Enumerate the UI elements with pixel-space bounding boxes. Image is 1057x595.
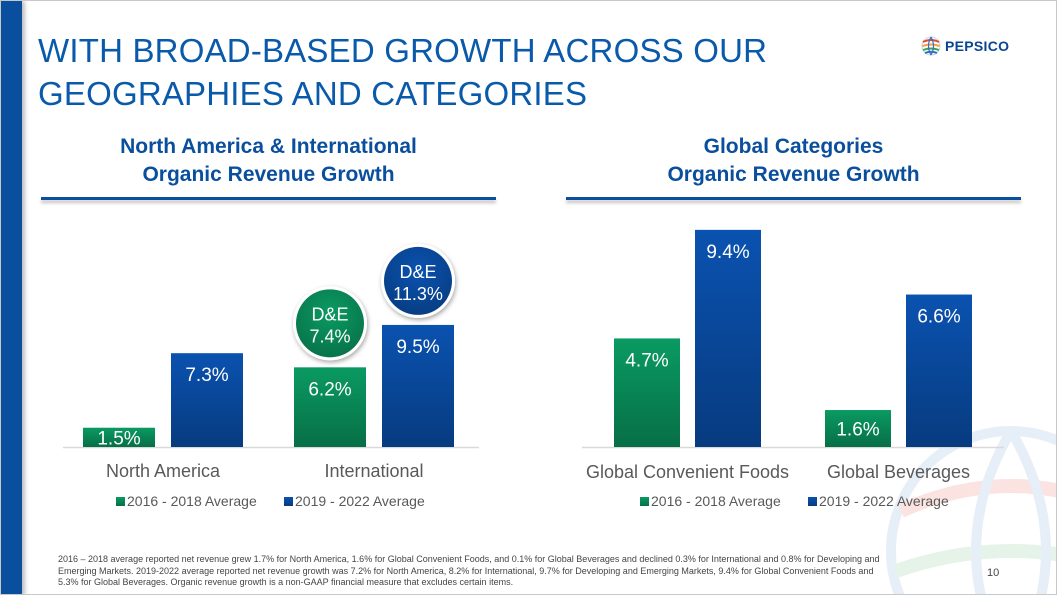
bar-international-series-2: [382, 324, 454, 447]
de-annotation-bubble: D&E11.3%: [381, 243, 455, 318]
chart-2-title-rule: [566, 197, 1021, 200]
bar-global-beverages-series-1: [825, 410, 891, 447]
category-label: Global Beverages: [827, 462, 970, 482]
footnote-line-2: Emerging Markets. 2019-2022 average repo…: [58, 565, 874, 576]
chart-2-title: Global Categories Organic Revenue Growth: [566, 133, 1021, 189]
bar-value-label: 4.7%: [625, 350, 668, 371]
logo-text: PEPSICO: [945, 38, 1010, 54]
legend-swatch: [808, 497, 817, 506]
annotation-value: 11.3%: [393, 284, 443, 304]
bar-value-label: 1.5%: [97, 428, 140, 449]
bar-global-beverages-series-2: [906, 294, 972, 447]
bar-global-convenient-foods-series-2: [695, 229, 761, 447]
bar-global-convenient-foods-series-1: [614, 338, 680, 447]
pepsico-logo: PEPSICO: [921, 33, 1009, 59]
bar-value-label: 6.2%: [308, 379, 351, 400]
slide-title: WITH BROAD-BASED GROWTH ACROSS OUR GEOGR…: [38, 29, 818, 115]
bar-value-label: 7.3%: [185, 365, 228, 386]
page-number: 10: [987, 567, 1000, 579]
bar-value-label: 1.6%: [836, 420, 879, 441]
annotation-circle: [384, 246, 452, 315]
chart-1-title-line-2: Organic Revenue Growth: [142, 163, 395, 186]
category-label: International: [324, 461, 423, 481]
globe-watermark-icon: [886, 426, 1056, 594]
category-label: North America: [106, 461, 221, 481]
legend-swatch: [116, 497, 125, 506]
side-accent-bar: [1, 1, 22, 594]
slide-title-line-2: GEOGRAPHIES AND CATEGORIES: [38, 75, 588, 112]
bar-value-label: 6.6%: [917, 307, 960, 328]
annotation-label: D&E: [399, 262, 436, 282]
chart-2-title-line-2: Organic Revenue Growth: [667, 163, 920, 186]
footnote-line-3: 5.3% for Global Beverages. Organic reven…: [58, 577, 514, 587]
legend-label: 2019 - 2022 Average: [819, 493, 949, 509]
footnote-line-1: 2016 – 2018 average reported net revenue…: [58, 554, 880, 564]
chart-1-title-line-1: North America & International: [120, 135, 417, 158]
chart-1-title: North America & International Organic Re…: [41, 133, 496, 189]
legend-swatch: [284, 497, 293, 506]
annotation-label: D&E: [311, 304, 348, 324]
category-label: Global Convenient Foods: [586, 462, 789, 482]
slide-title-line-1: WITH BROAD-BASED GROWTH ACROSS OUR: [38, 32, 768, 69]
legend-swatch: [640, 497, 649, 506]
legend-label: 2019 - 2022 Average: [295, 493, 425, 509]
legend-label: 2016 - 2018 Average: [651, 493, 781, 509]
annotation-circle: [296, 289, 364, 358]
legend-label: 2016 - 2018 Average: [127, 493, 257, 509]
de-annotation-bubble: D&E7.4%: [293, 286, 367, 361]
bar-value-label: 9.4%: [706, 242, 749, 263]
chart-2-title-line-1: Global Categories: [703, 135, 884, 158]
annotation-value: 7.4%: [309, 326, 350, 346]
bar-north-america-series-1: [83, 427, 155, 447]
chart-1-title-rule: [41, 197, 496, 200]
bar-north-america-series-2: [171, 353, 243, 447]
pepsico-globe-icon: [921, 36, 941, 56]
bar-value-label: 9.5%: [396, 337, 439, 358]
bar-international-series-1: [294, 367, 366, 447]
footnote: 2016 – 2018 average reported net revenue…: [58, 554, 938, 589]
